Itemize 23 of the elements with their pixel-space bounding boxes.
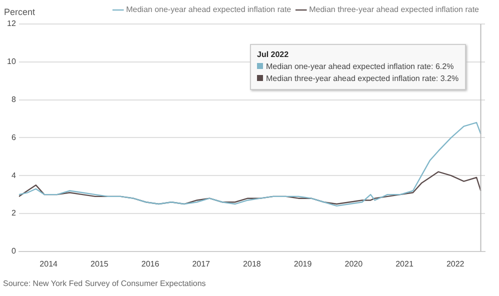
x-tick-label: 2021 (396, 259, 414, 268)
y-axis-title: Percent (4, 7, 36, 17)
y-tick-label: 2 (11, 208, 16, 218)
y-tick-label: 8 (11, 95, 16, 104)
legend-label: Median one-year ahead expected inflation rate (126, 5, 292, 14)
annotation: Median three-year ahead expected inflation rate: 3.2% (265, 73, 459, 85)
legend-label: Median three-year ahead expected inflation rate (309, 5, 480, 14)
x-tick-label: 2016 (141, 259, 160, 268)
x-tick-label: 2015 (90, 259, 109, 268)
annotation: Median one-year ahead expected inflation rate: 6.2% (265, 61, 455, 73)
source-note: Source: New York Fed Survey of Consumer Expectations (3, 279, 206, 288)
x-tick-label: 2022 (446, 259, 465, 268)
annotation: Jul 2022 (257, 50, 289, 59)
x-tick-label: 2019 (294, 259, 312, 268)
y-tick-label: 10 (6, 57, 16, 66)
y-tick-label: 12 (6, 19, 16, 28)
x-tick-label: 2020 (344, 259, 364, 268)
y-tick-label: 0 (11, 246, 16, 256)
x-tick-label: 2017 (192, 259, 211, 268)
y-tick-label: 4 (11, 170, 16, 180)
x-tick-label: 2014 (40, 259, 58, 268)
y-tick-label: 6 (11, 132, 16, 142)
x-tick-label: 2018 (243, 259, 262, 268)
